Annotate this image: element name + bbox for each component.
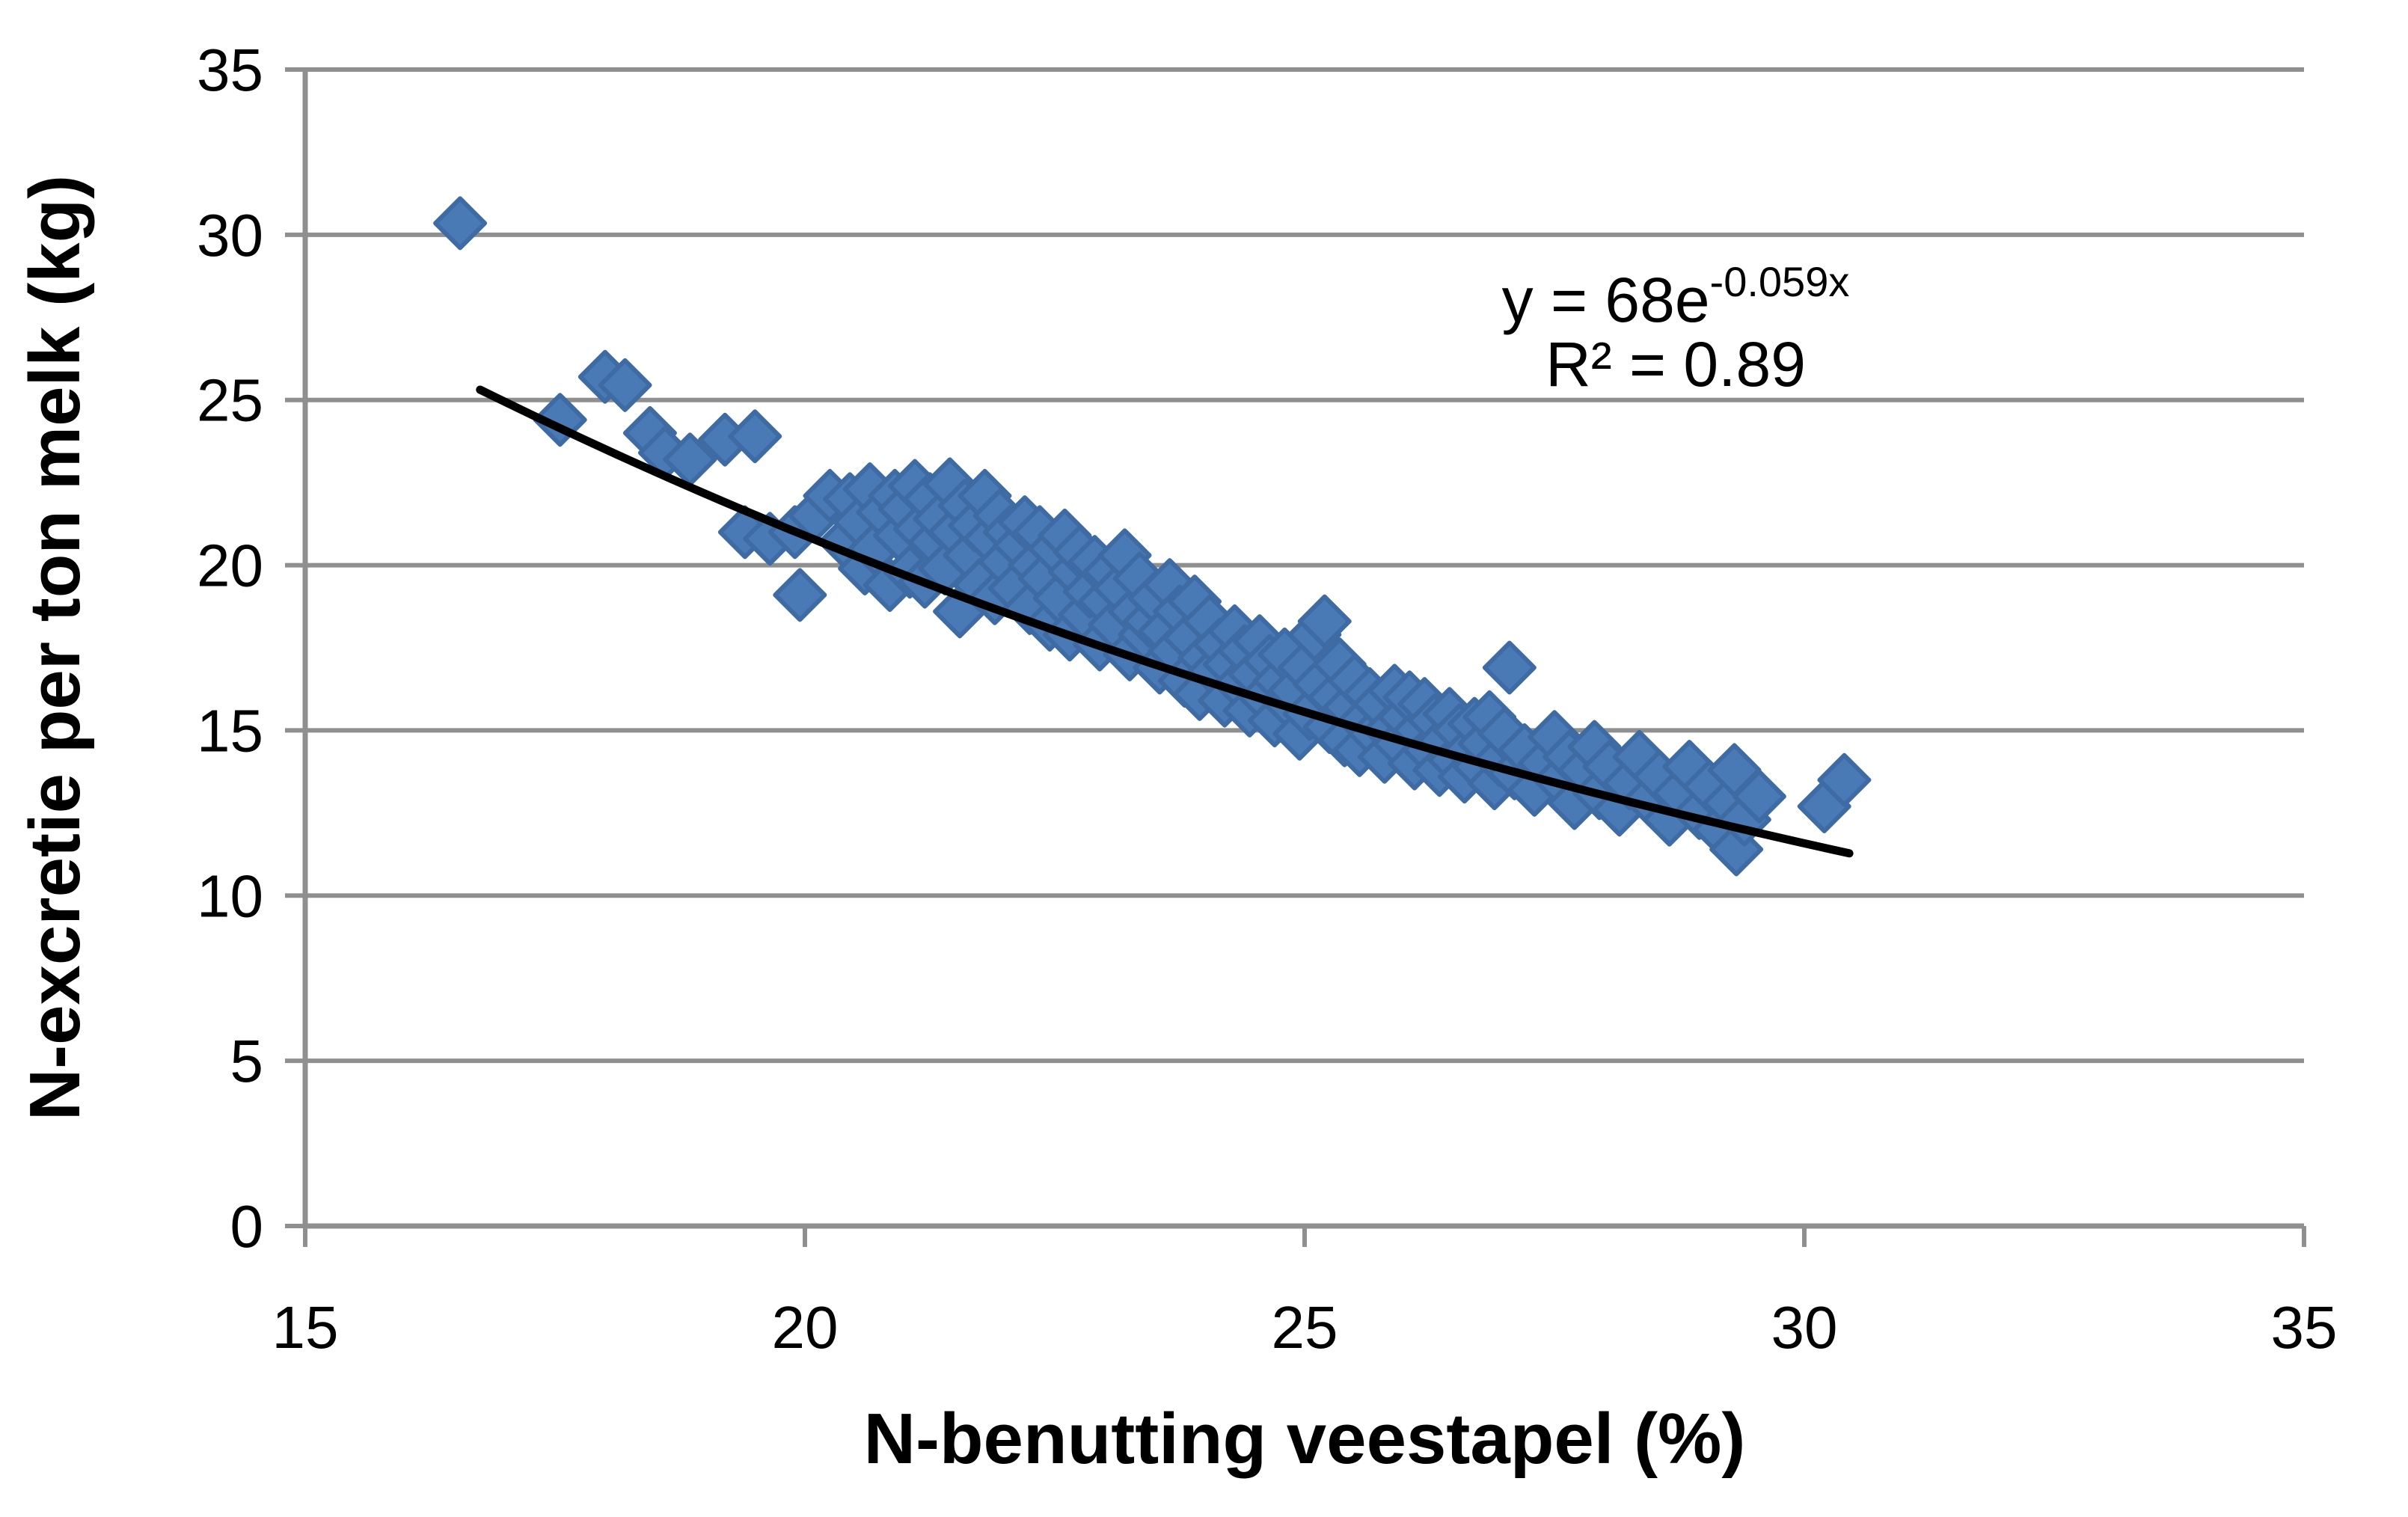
x-tick-label-35: 35 (2271, 1294, 2338, 1361)
x-tick-label-30: 30 (1771, 1294, 1838, 1361)
y-tick-label-20: 20 (197, 533, 263, 599)
trendline-equation: y = 68e-0.059x (1502, 258, 1850, 335)
y-tick-label-15: 15 (197, 697, 263, 764)
x-tick-label-15: 15 (272, 1294, 339, 1361)
trendline (476, 385, 1854, 858)
data-point-marker (433, 196, 488, 251)
x-tick-labels: 15 20 25 30 35 (272, 1294, 2338, 1361)
trendline-curve (476, 385, 1854, 858)
data-point-marker (598, 358, 652, 412)
x-tick-label-20: 20 (772, 1294, 839, 1361)
x-tick-label-25: 25 (1272, 1294, 1338, 1361)
data-point-marker (1297, 594, 1352, 649)
data-point-marker (1817, 753, 1872, 807)
y-tick-labels: 0 5 10 15 20 25 30 35 (197, 37, 263, 1260)
gridlines (305, 67, 2304, 1064)
y-tick-label-35: 35 (197, 37, 263, 103)
trendline-annotation: y = 68e-0.059x R² = 0.89 (1502, 258, 1850, 399)
axes (285, 67, 2306, 1247)
data-point-marker (1732, 769, 1786, 824)
data-point-marker (773, 568, 827, 622)
y-tick-label-30: 30 (197, 202, 263, 269)
y-axis-title: N-excretie per ton melk (kg) (15, 175, 95, 1121)
data-points (433, 196, 1872, 877)
data-point-marker (728, 409, 782, 464)
y-tick-label-0: 0 (230, 1193, 264, 1260)
x-axis-title: N-benutting veestapel (%) (864, 1399, 1746, 1479)
y-tick-label-10: 10 (197, 862, 263, 929)
y-tick-label-5: 5 (230, 1028, 264, 1094)
r-squared-label: R² = 0.89 (1545, 329, 1806, 399)
y-tick-label-25: 25 (197, 367, 263, 434)
data-point-marker (1482, 640, 1537, 695)
